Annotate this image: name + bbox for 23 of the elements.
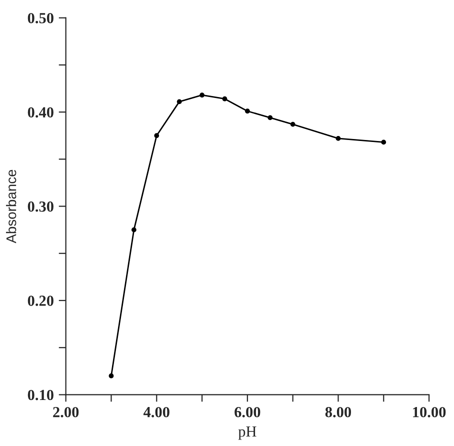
y-tick-label: 0.50 <box>28 12 54 24</box>
point <box>245 108 250 114</box>
point <box>290 122 296 127</box>
y-tick-label: 0.40 <box>28 107 54 118</box>
point <box>176 99 182 104</box>
point <box>268 115 273 120</box>
point <box>200 92 204 98</box>
point <box>222 96 228 102</box>
y-tick-label: 0.10 <box>28 390 54 400</box>
x-tick-label: 10.00 <box>413 406 446 418</box>
point <box>132 227 136 232</box>
point <box>154 133 160 138</box>
point <box>336 136 341 141</box>
y-tick-label: 0.20 <box>28 296 54 306</box>
y-tick-label: 0.30 <box>28 201 54 212</box>
x-tick-label: 4.00 <box>143 406 170 418</box>
x-tick-label: 6.00 <box>234 406 260 418</box>
y-axis-title: Absorbance <box>6 170 16 244</box>
point <box>108 373 114 378</box>
x-tick-label: 8.00 <box>325 406 352 418</box>
point <box>381 140 386 145</box>
x-axis-title: pH <box>238 426 256 440</box>
x-tick-label: 2.00 <box>53 406 79 418</box>
